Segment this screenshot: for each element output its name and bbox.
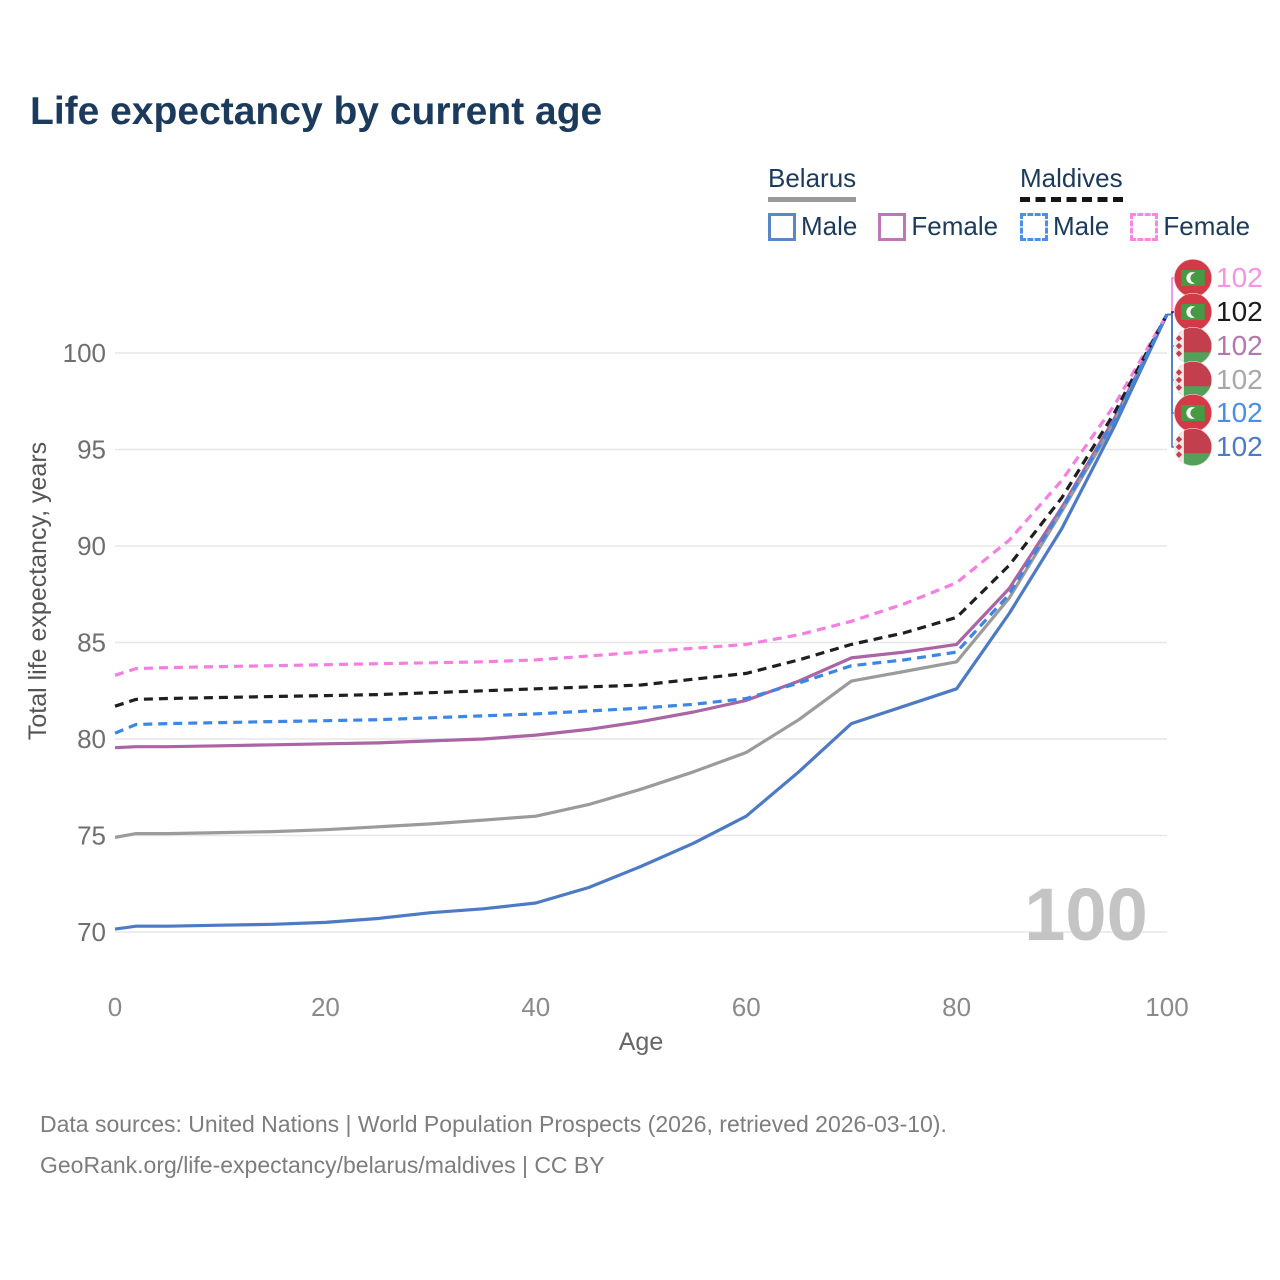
end-value-label-maldives-male: 102 — [1216, 397, 1263, 428]
end-value-label-belarus-total: 102 — [1216, 364, 1263, 395]
belarus-female-swatch-icon — [878, 212, 907, 241]
belarus-flag-icon — [1174, 428, 1212, 466]
end-value-label-maldives-total: 102 — [1216, 296, 1263, 327]
legend-item-label: Female — [1163, 211, 1251, 241]
y-tick-label: 70 — [77, 917, 106, 947]
legend-item-belarus-female[interactable]: Female — [878, 211, 998, 242]
series-line-belarus-female[interactable] — [114, 313, 1169, 750]
attribution-line: GeoRank.org/life-expectancy/belarus/mald… — [40, 1152, 605, 1178]
maldives-flag-icon — [1174, 293, 1212, 331]
maldives-flag-icon — [1174, 259, 1212, 297]
y-tick-label: 80 — [77, 724, 106, 754]
page-title: Life expectancy by current age — [30, 90, 603, 133]
legend-item-maldives-female[interactable]: Female — [1130, 211, 1250, 242]
legend-title-maldives[interactable]: Maldives — [1020, 163, 1123, 202]
series-line-maldives-female[interactable] — [114, 313, 1169, 677]
x-axis-title: Age — [619, 1028, 663, 1056]
series-line-belarus-total[interactable] — [114, 313, 1169, 839]
end-value-label-belarus-male: 102 — [1216, 431, 1263, 462]
x-tick-label: 100 — [1145, 992, 1188, 1022]
maldives-male-swatch-icon — [1020, 212, 1048, 241]
age-indicator-watermark: 100 — [1024, 873, 1147, 956]
footer: Data sources: United Nations | World Pop… — [40, 1104, 947, 1186]
end-value-label-maldives-female: 102 — [1216, 262, 1263, 293]
legend-group-belarus: Belarus Male Female — [768, 163, 998, 242]
y-tick-label: 100 — [63, 338, 106, 368]
y-axis-title: Total life expectancy, years — [24, 442, 52, 740]
legend-item-belarus-male[interactable]: Male — [768, 211, 857, 242]
end-value-label-belarus-female: 102 — [1216, 330, 1263, 361]
belarus-flag-icon — [1174, 327, 1212, 365]
x-tick-label: 20 — [311, 992, 340, 1022]
series-line-belarus-male[interactable] — [114, 313, 1169, 931]
series-line-maldives-male[interactable] — [114, 313, 1169, 735]
x-tick-label: 60 — [732, 992, 761, 1022]
y-tick-label: 75 — [77, 821, 106, 851]
y-tick-label: 85 — [77, 628, 106, 658]
legend-item-maldives-male[interactable]: Male — [1020, 211, 1109, 242]
legend-title-belarus[interactable]: Belarus — [768, 163, 857, 202]
belarus-flag-icon — [1174, 361, 1212, 399]
belarus-male-swatch-icon — [768, 212, 796, 241]
x-tick-label: 40 — [521, 992, 550, 1022]
legend-item-label: Male — [1053, 211, 1110, 241]
maldives-flag-icon — [1174, 394, 1212, 432]
y-tick-label: 90 — [77, 531, 106, 561]
x-tick-label: 0 — [108, 992, 122, 1022]
legend-group-maldives: Maldives Male Female — [1020, 163, 1250, 242]
x-tick-label: 80 — [942, 992, 971, 1022]
data-sources-line: Data sources: United Nations | World Pop… — [40, 1111, 947, 1137]
maldives-female-swatch-icon — [1130, 212, 1159, 241]
series-line-maldives-total[interactable] — [114, 313, 1169, 708]
legend-item-label: Male — [801, 211, 858, 241]
y-tick-label: 95 — [77, 435, 106, 465]
legend-item-label: Female — [911, 211, 999, 241]
end-label-connector — [1167, 313, 1180, 414]
